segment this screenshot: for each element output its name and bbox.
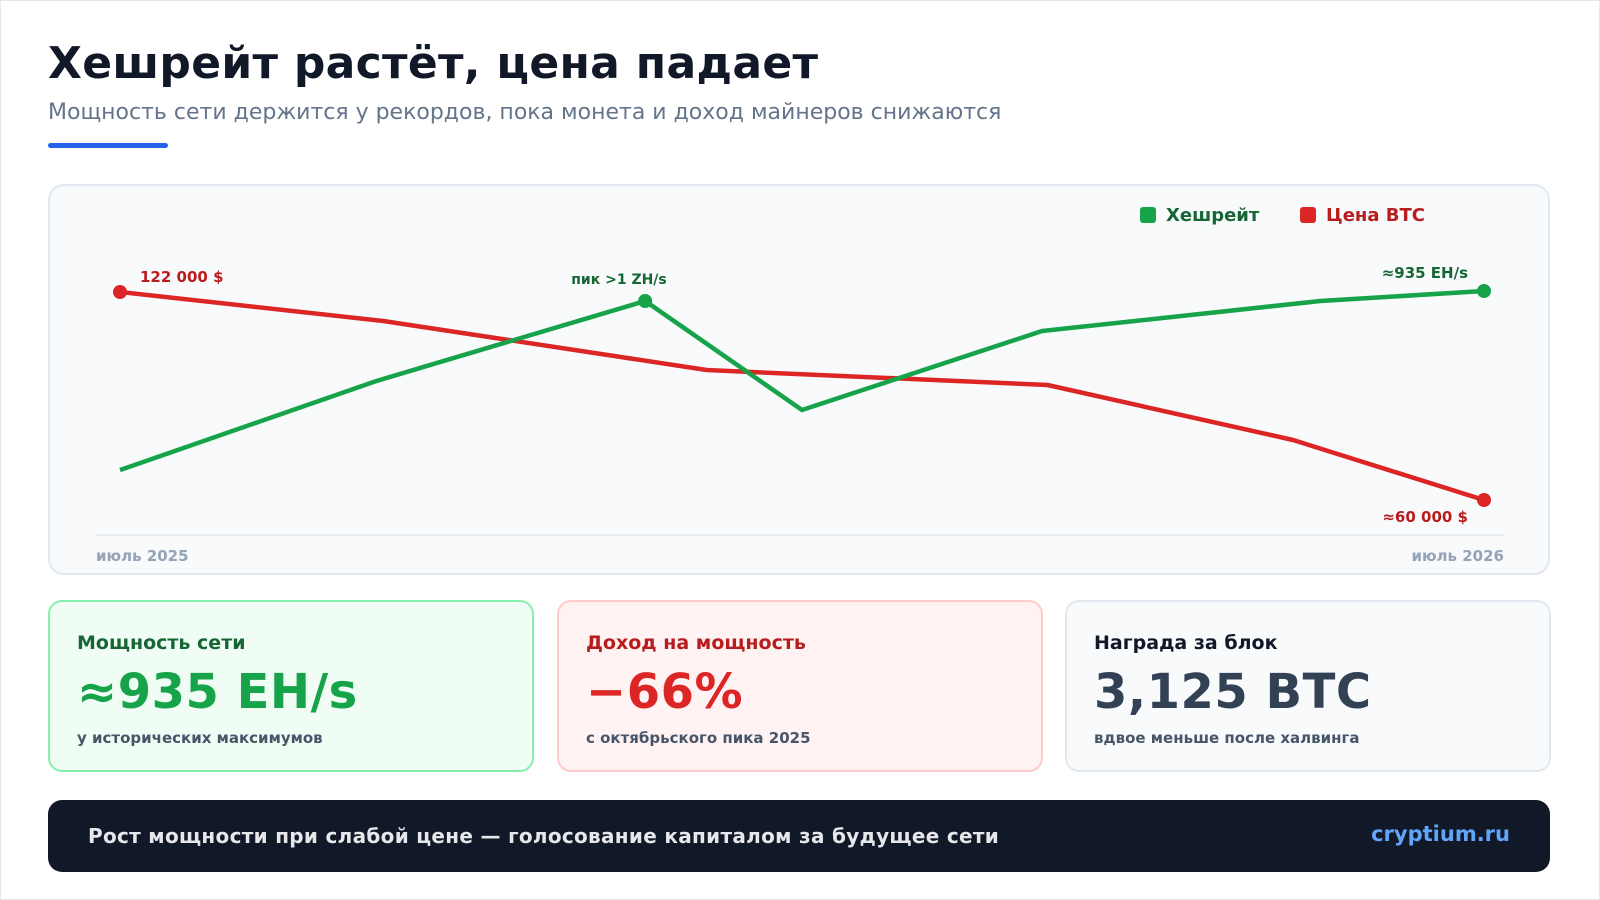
stat-note: вдвое меньше после халвинга	[1094, 729, 1360, 747]
stat-card-block-reward: Награда за блок 3,125 BTC вдвое меньше п…	[1065, 600, 1551, 772]
annotation-price-end: ≈60 000 $	[1382, 508, 1468, 526]
legend-label-hashrate: Хешрейт	[1166, 205, 1260, 226]
stat-note: с октябрьского пика 2025	[586, 729, 811, 747]
annotation-hashrate-end: ≈935 EH/s	[1382, 264, 1468, 282]
legend-swatch-hashrate	[1140, 207, 1156, 223]
title-accent-bar	[48, 143, 168, 148]
page-title: Хешрейт растёт, цена падает	[48, 38, 819, 89]
footer-text: Рост мощности при слабой цене — голосова…	[88, 824, 1000, 848]
price-point-marker	[113, 285, 127, 299]
annotation-hashrate-peak: пик >1 ZH/s	[571, 272, 667, 288]
stat-value: 3,125 BTC	[1094, 664, 1372, 720]
price-point-marker	[1477, 493, 1491, 507]
chart-card	[48, 184, 1550, 575]
stat-card-revenue: Доход на мощность −66% с октябрьского пи…	[557, 600, 1043, 772]
stat-note: у исторических максимумов	[77, 729, 323, 747]
annotation-price-start: 122 000 $	[140, 268, 224, 286]
legend-swatch-price	[1300, 207, 1316, 223]
stat-value: ≈935 EH/s	[77, 664, 358, 720]
stat-value: −66%	[586, 664, 744, 720]
hashrate-point-marker	[638, 294, 653, 308]
footer-banner: Рост мощности при слабой цене — голосова…	[48, 800, 1550, 872]
legend-label-price: Цена BTC	[1326, 205, 1425, 226]
stat-title: Мощность сети	[77, 632, 246, 654]
x-tick-label-start: июль 2025	[96, 547, 189, 565]
series-line-hashrate	[119, 288, 1485, 473]
footer-brand-link[interactable]: cryptium.ru	[1371, 822, 1510, 846]
stat-card-hashrate: Мощность сети ≈935 EH/s у исторических м…	[48, 600, 534, 772]
stat-title: Доход на мощность	[586, 632, 806, 654]
stat-title: Награда за блок	[1094, 632, 1278, 654]
x-tick-label-end: июль 2026	[1411, 547, 1504, 565]
hashrate-point-marker	[1477, 284, 1491, 298]
series-line-price	[119, 289, 1485, 503]
page-subtitle: Мощность сети держится у рекордов, пока …	[48, 100, 1002, 125]
